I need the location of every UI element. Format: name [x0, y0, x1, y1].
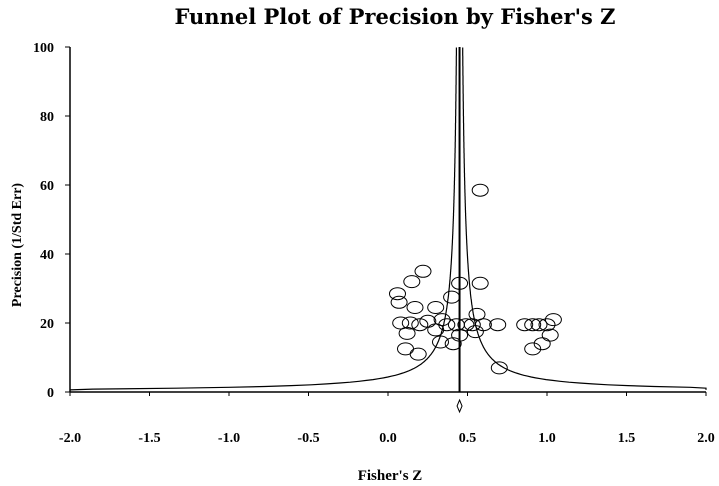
study-point [427, 301, 445, 314]
study-point [403, 275, 421, 289]
study-point [524, 342, 542, 356]
study-point [406, 301, 424, 314]
study-point [541, 328, 559, 342]
x-tick-label: 2.0 [697, 431, 715, 446]
funnel-limit-left [69, 47, 457, 391]
study-point [524, 318, 542, 332]
x-tick-label: -1.5 [138, 431, 160, 446]
study-point [463, 318, 481, 332]
y-tick-label: 40 [40, 248, 54, 263]
x-tick-label: 1.0 [538, 431, 556, 446]
study-point [530, 318, 548, 332]
study-point [474, 318, 492, 332]
y-tick-label: 0 [47, 386, 54, 401]
study-point [397, 342, 414, 356]
study-point [533, 337, 551, 351]
study-point [392, 316, 410, 330]
study-point [489, 318, 507, 332]
x-axis-label: Fisher's Z [358, 468, 423, 484]
study-point [411, 318, 429, 332]
y-axis-label: Precision (1/Std Err) [10, 183, 25, 308]
summary-diamond [456, 398, 463, 414]
x-tick-label: -0.5 [297, 431, 319, 446]
y-tick-label: 80 [40, 110, 54, 125]
funnel-limit-right [462, 47, 707, 390]
study-point [443, 290, 461, 304]
study-point [466, 325, 484, 339]
y-tick-label: 20 [40, 317, 54, 332]
x-tick-label: 1.5 [618, 431, 636, 446]
x-tick-label: 0.5 [459, 431, 477, 446]
y-tick-label: 100 [33, 41, 54, 56]
study-point [544, 313, 562, 327]
study-point [390, 295, 408, 309]
x-tick-label: -2.0 [59, 431, 81, 446]
study-point [414, 264, 432, 278]
study-point [398, 326, 416, 340]
study-point [457, 318, 475, 332]
study-point [401, 316, 419, 330]
study-point [471, 276, 489, 290]
study-point [432, 335, 449, 349]
study-point [451, 328, 469, 342]
chart-title: Funnel Plot of Precision by Fisher's Z [175, 4, 616, 29]
study-point [427, 323, 445, 337]
study-point [471, 183, 489, 197]
study-point [538, 318, 556, 332]
study-point [409, 347, 427, 361]
study-point [419, 314, 437, 328]
study-point [389, 287, 406, 301]
study-point [516, 318, 534, 332]
y-tick-label: 60 [40, 179, 54, 194]
study-point [490, 361, 508, 375]
plot-area: 0 20 40 60 80 100 -2.0 -1.5 -1.0 -0.5 0.0 0.5 1.0 1.5… [33, 41, 715, 446]
x-tick-label: 0.0 [379, 431, 397, 446]
study-point [444, 337, 462, 351]
x-tick-label: -1.0 [218, 431, 240, 446]
study-point [451, 276, 469, 290]
